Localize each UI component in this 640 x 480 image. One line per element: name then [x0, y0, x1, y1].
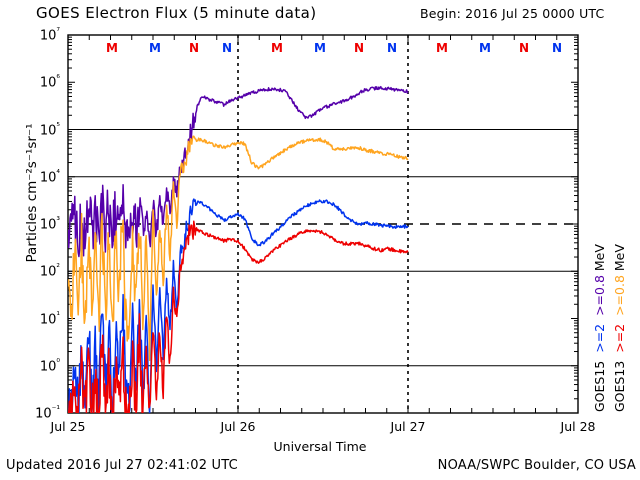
- y-tick-label: 10³: [39, 216, 60, 233]
- legend-unit: MeV: [592, 244, 607, 272]
- legend-high-energy: >=0.8: [612, 275, 627, 316]
- legend-spacer: [592, 271, 607, 275]
- x-tick-label: Jul 28: [560, 419, 596, 434]
- y-tick-label: 10¹: [39, 310, 60, 327]
- x-axis-label: Universal Time: [273, 439, 367, 454]
- legend-low-energy: >=2: [612, 323, 627, 353]
- marker-m: M: [314, 41, 326, 55]
- x-tick-label: Jul 26: [220, 419, 256, 434]
- updated-timestamp: Updated 2016 Jul 27 02:41:02 UTC: [6, 458, 238, 473]
- marker-n: N: [518, 41, 530, 55]
- y-tick-label: 10⁰: [39, 357, 60, 375]
- legend-spacer: [592, 353, 607, 361]
- legend-satellite: GOES13: [612, 360, 627, 412]
- y-tick-label: 10⁻¹: [35, 405, 60, 422]
- y-tick-label: 10²: [39, 263, 60, 280]
- marker-m: M: [436, 41, 448, 55]
- data-series: [68, 198, 409, 413]
- data-series: [68, 220, 409, 413]
- x-tick-label: Jul 27: [390, 419, 426, 434]
- marker-m: M: [106, 41, 118, 55]
- y-tick-label: 10⁶: [39, 74, 60, 91]
- marker-n: N: [551, 41, 563, 55]
- marker-n: N: [353, 41, 365, 55]
- marker-m: M: [271, 41, 283, 55]
- legend-spacer: [612, 271, 627, 275]
- marker-m: M: [479, 41, 491, 55]
- legend-satellite: GOES15: [592, 360, 607, 412]
- begin-timestamp: Begin: 2016 Jul 25 0000 UTC: [420, 6, 605, 21]
- legend-column-goes15: GOES15 >=2 >=0.8 MeV: [592, 152, 608, 412]
- series-legend: GOES15 >=2 >=0.8 MeV GOES13 >=2 >=0.8 MeV: [592, 152, 636, 422]
- marker-n: N: [386, 41, 398, 55]
- marker-n: N: [188, 41, 200, 55]
- legend-unit: MeV: [612, 244, 627, 272]
- legend-column-goes13: GOES13 >=2 >=0.8 MeV: [612, 152, 628, 412]
- x-tick-label: Jul 25: [50, 419, 86, 434]
- legend-spacer: [612, 316, 627, 324]
- data-series: [68, 85, 409, 258]
- data-series: [68, 135, 409, 362]
- legend-spacer: [612, 353, 627, 361]
- agency-credit: NOAA/SWPC Boulder, CO USA: [437, 458, 636, 473]
- y-tick-label: 10⁷: [39, 27, 60, 44]
- legend-low-energy: >=2: [592, 323, 607, 353]
- legend-high-energy: >=0.8: [592, 275, 607, 316]
- page-title: GOES Electron Flux (5 minute data): [36, 4, 317, 22]
- marker-n: N: [221, 41, 233, 55]
- marker-m: M: [149, 41, 161, 55]
- legend-spacer: [592, 316, 607, 324]
- y-tick-label: 10⁴: [39, 168, 60, 186]
- y-tick-label: 10⁵: [39, 121, 60, 138]
